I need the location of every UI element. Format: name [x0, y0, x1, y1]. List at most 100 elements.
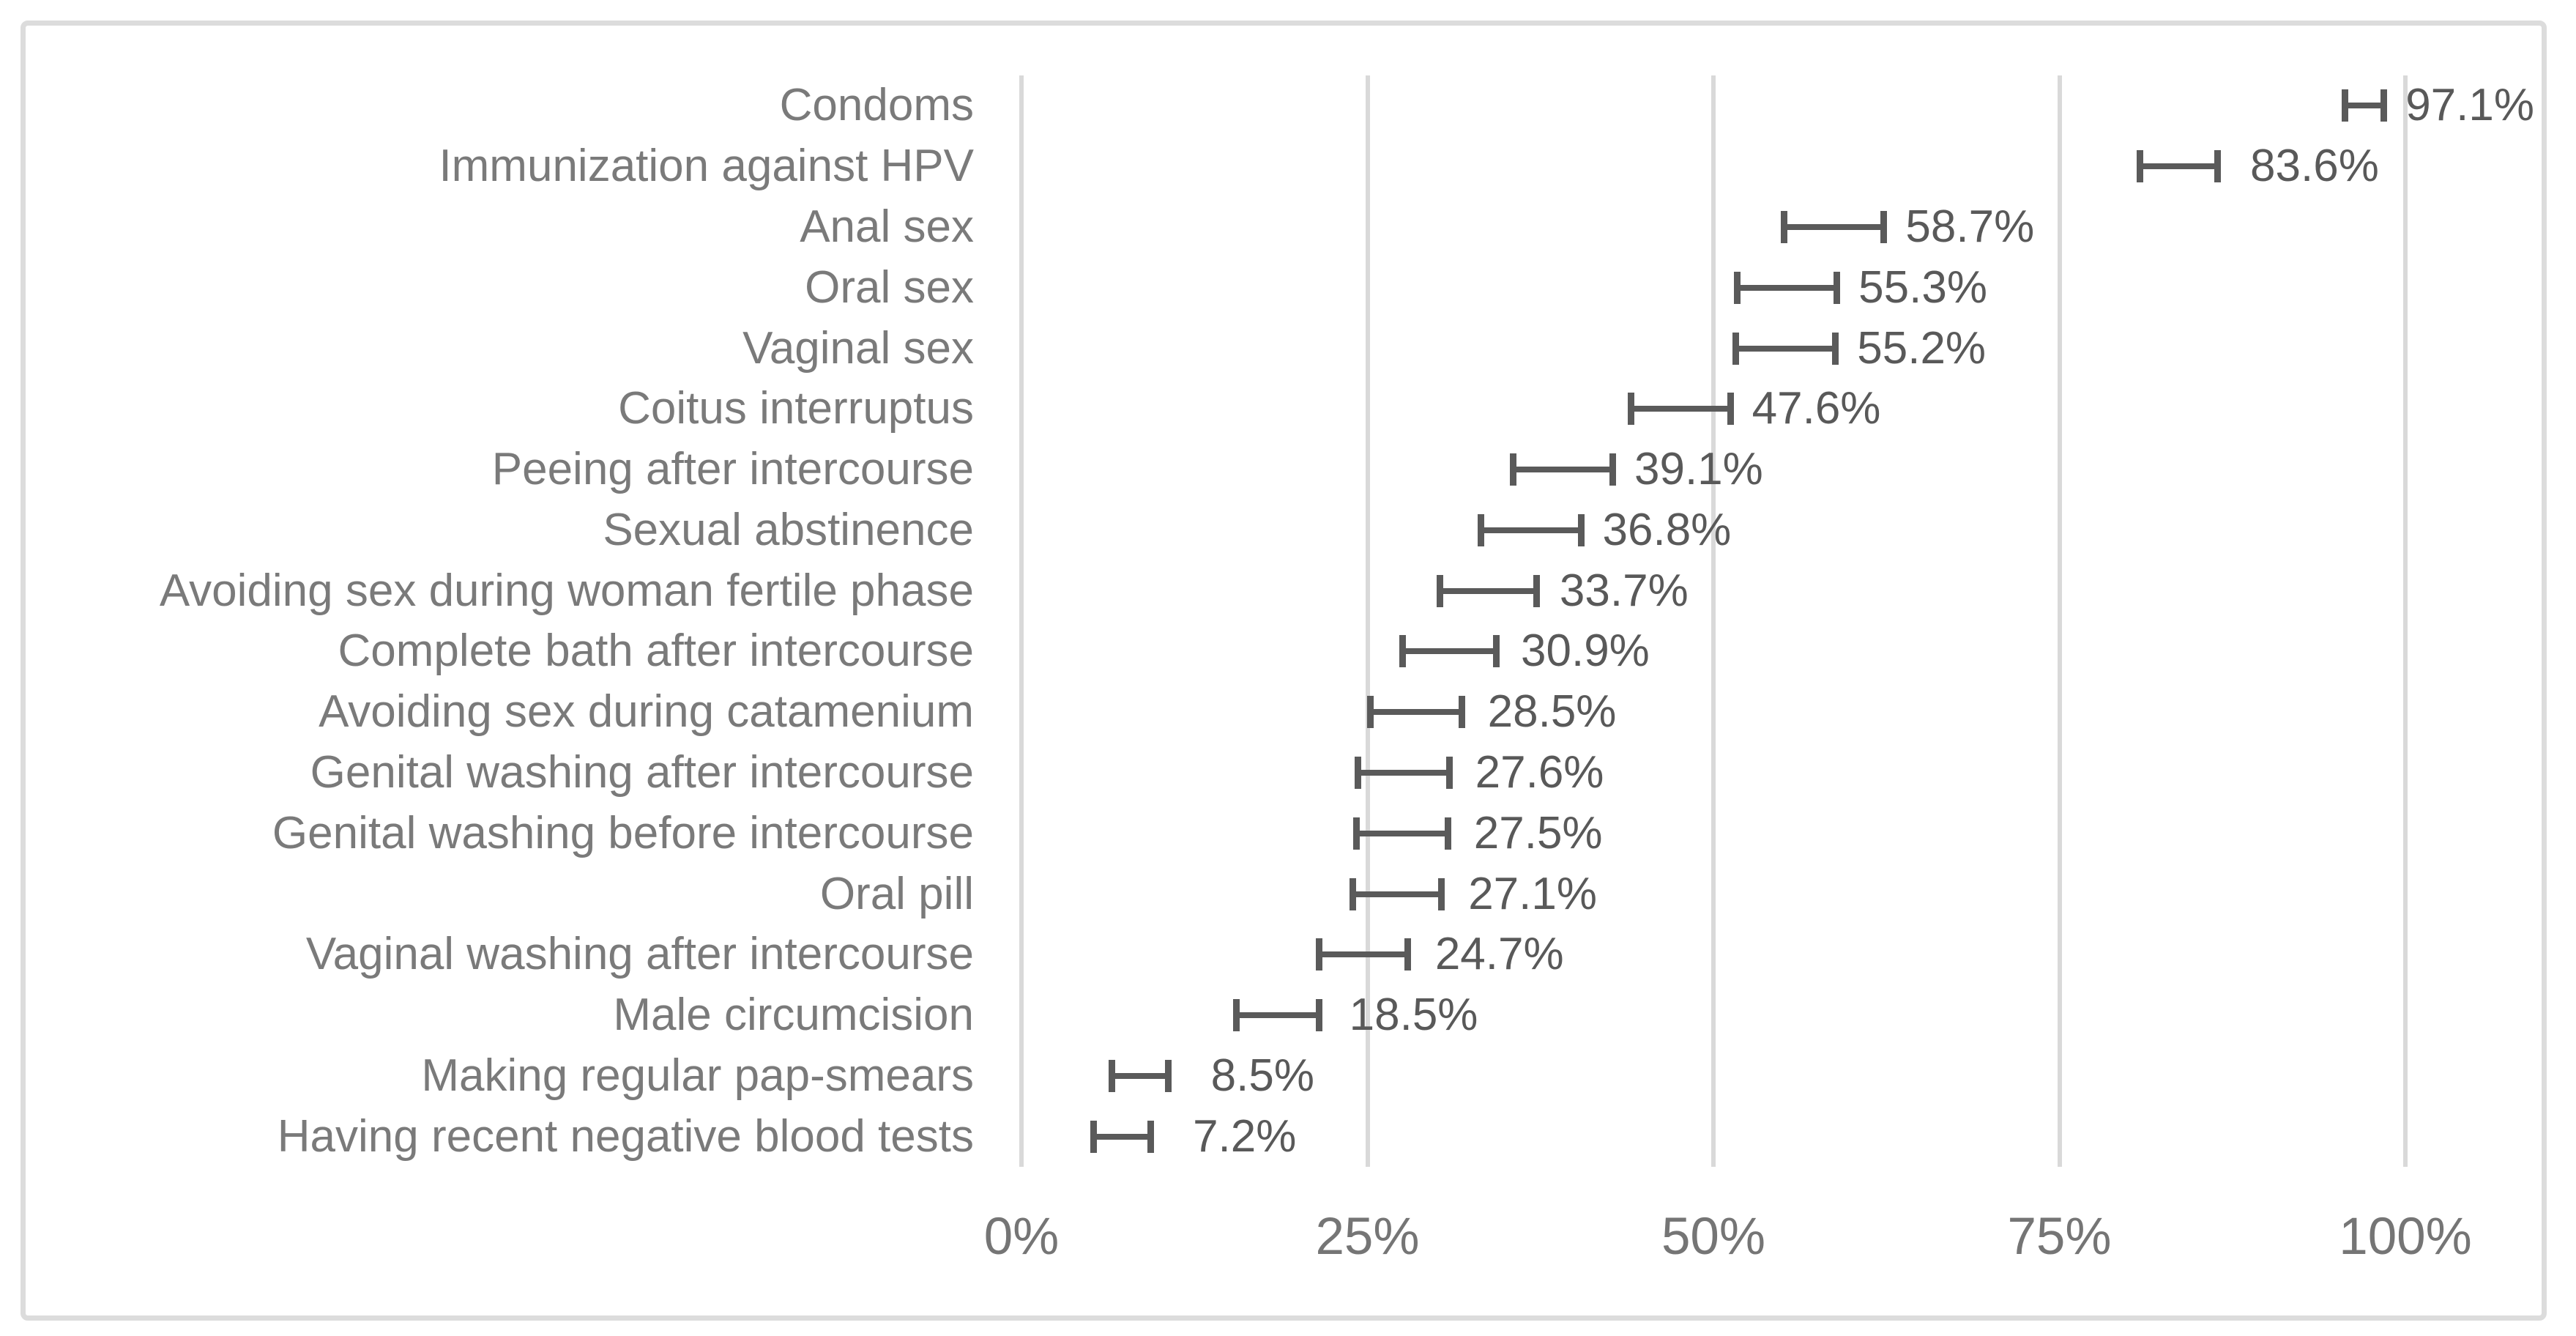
error-bar-cap-left [1367, 696, 1374, 729]
error-bar-line [1481, 527, 1581, 533]
category-label: Avoiding sex during woman fertile phase [159, 565, 974, 616]
error-bar-cap-right [1493, 635, 1500, 668]
error-bar-cap-left [1509, 453, 1516, 486]
error-bar-cap-right [1446, 756, 1453, 789]
error-bar-cap-right [1577, 513, 1585, 546]
gridline [1019, 75, 1024, 1167]
category-label: Vaginal washing after intercourse [305, 929, 974, 980]
data-label: 28.5% [1487, 686, 1617, 738]
category-label: Genital washing before intercourse [272, 807, 974, 858]
error-bar-cap-left [1734, 271, 1741, 304]
category-label: Complete bath after intercourse [338, 626, 974, 677]
error-bar-cap-right [1165, 1059, 1172, 1092]
category-label: Anal sex [800, 201, 974, 252]
category-label: Condoms [779, 80, 974, 131]
error-bar-cap-right [1533, 574, 1541, 607]
data-label: 36.8% [1602, 504, 1732, 555]
error-bar-cap-left [1436, 574, 1443, 607]
category-label: Immunization against HPV [439, 141, 974, 192]
category-label: Sexual abstinence [603, 504, 974, 555]
error-bar-cap-right [1459, 696, 1466, 729]
error-bar-line [1370, 709, 1462, 716]
category-label: Avoiding sex during catamenium [319, 686, 974, 738]
error-bar-line [1735, 345, 1836, 352]
error-bar-line [1319, 951, 1408, 958]
error-bar-line [1737, 284, 1837, 291]
error-bar-cap-right [1437, 877, 1445, 910]
gridline [2403, 75, 2408, 1167]
error-bar-line [1630, 406, 1730, 412]
error-bar-line [1111, 1072, 1169, 1079]
error-bar-cap-left [2137, 150, 2144, 183]
error-bar-line [1235, 1012, 1319, 1019]
error-bar-cap-right [1445, 817, 1452, 850]
x-axis-tick-label: 100% [2339, 1208, 2472, 1266]
data-label: 33.7% [1559, 565, 1689, 616]
data-label: 30.9% [1521, 626, 1650, 677]
error-bar-cap-left [1232, 999, 1240, 1032]
error-bar-cap-left [1108, 1059, 1115, 1092]
data-label: 27.6% [1475, 746, 1604, 798]
error-bar-line [1093, 1133, 1150, 1140]
category-label: Vaginal sex [742, 322, 974, 374]
error-bar-cap-left [2341, 89, 2348, 122]
error-bar-cap-right [1880, 210, 1888, 243]
data-label: 97.1% [2405, 80, 2534, 131]
error-bar-cap-right [1834, 271, 1841, 304]
error-bar-line [1352, 891, 1441, 897]
category-label: Peeing after intercourse [491, 444, 974, 495]
error-bar-cap-right [1316, 999, 1323, 1032]
data-label: 8.5% [1210, 1050, 1314, 1101]
error-bar-cap-right [1727, 393, 1734, 426]
error-bar-line [1401, 648, 1497, 655]
gridline [2057, 75, 2062, 1167]
error-bar-cap-left [1781, 210, 1788, 243]
category-label: Oral sex [805, 261, 974, 313]
data-label: 18.5% [1349, 990, 1478, 1041]
category-label: Genital washing after intercourse [310, 746, 974, 798]
error-bar-cap-left [1478, 513, 1485, 546]
data-label: 27.1% [1468, 868, 1597, 919]
category-label: Making regular pap-smears [421, 1050, 974, 1101]
error-bar-cap-right [1609, 453, 1617, 486]
data-label: 27.5% [1473, 807, 1603, 858]
x-axis-tick-label: 75% [2007, 1208, 2112, 1266]
error-bar-line [2140, 163, 2217, 170]
chart-border-frame [21, 21, 2547, 1321]
error-bar-line [1356, 830, 1448, 836]
error-bar-line [1439, 587, 1537, 594]
data-label: 58.7% [1905, 201, 2035, 252]
error-bar-cap-left [1316, 938, 1323, 971]
error-bar-cap-left [1627, 393, 1634, 426]
error-bar-cap-left [1355, 756, 1362, 789]
data-label: 47.6% [1752, 383, 1881, 434]
error-bar-cap-right [1404, 938, 1412, 971]
error-bar-cap-left [1353, 817, 1360, 850]
data-label: 24.7% [1434, 929, 1564, 980]
gridline [1365, 75, 1370, 1167]
category-label: Oral pill [819, 868, 974, 919]
data-label: 39.1% [1634, 444, 1763, 495]
error-bar-cap-right [2214, 150, 2221, 183]
category-label: Male circumcision [613, 990, 974, 1041]
error-bar-line [1358, 769, 1449, 776]
data-label: 55.3% [1858, 261, 1987, 313]
category-label: Having recent negative blood tests [277, 1110, 974, 1162]
x-axis-tick-label: 50% [1661, 1208, 1766, 1266]
x-axis-tick-label: 0% [983, 1208, 1060, 1266]
data-label: 83.6% [2250, 141, 2379, 192]
error-bar-line [2344, 103, 2383, 109]
category-label: Coitus interruptus [618, 383, 974, 434]
error-bar-cap-left [1349, 877, 1356, 910]
error-bar-cap-right [1832, 332, 1839, 365]
error-bar-line [1784, 223, 1884, 230]
error-bar-cap-left [1399, 635, 1406, 668]
error-bar-cap-left [1090, 1120, 1098, 1153]
error-bar-line [1512, 467, 1613, 473]
error-bar-cap-right [2380, 89, 2387, 122]
gridline [1711, 75, 1716, 1167]
error-bar-cap-left [1732, 332, 1740, 365]
error-bar-cap-right [1147, 1120, 1154, 1153]
data-label: 55.2% [1857, 322, 1987, 374]
